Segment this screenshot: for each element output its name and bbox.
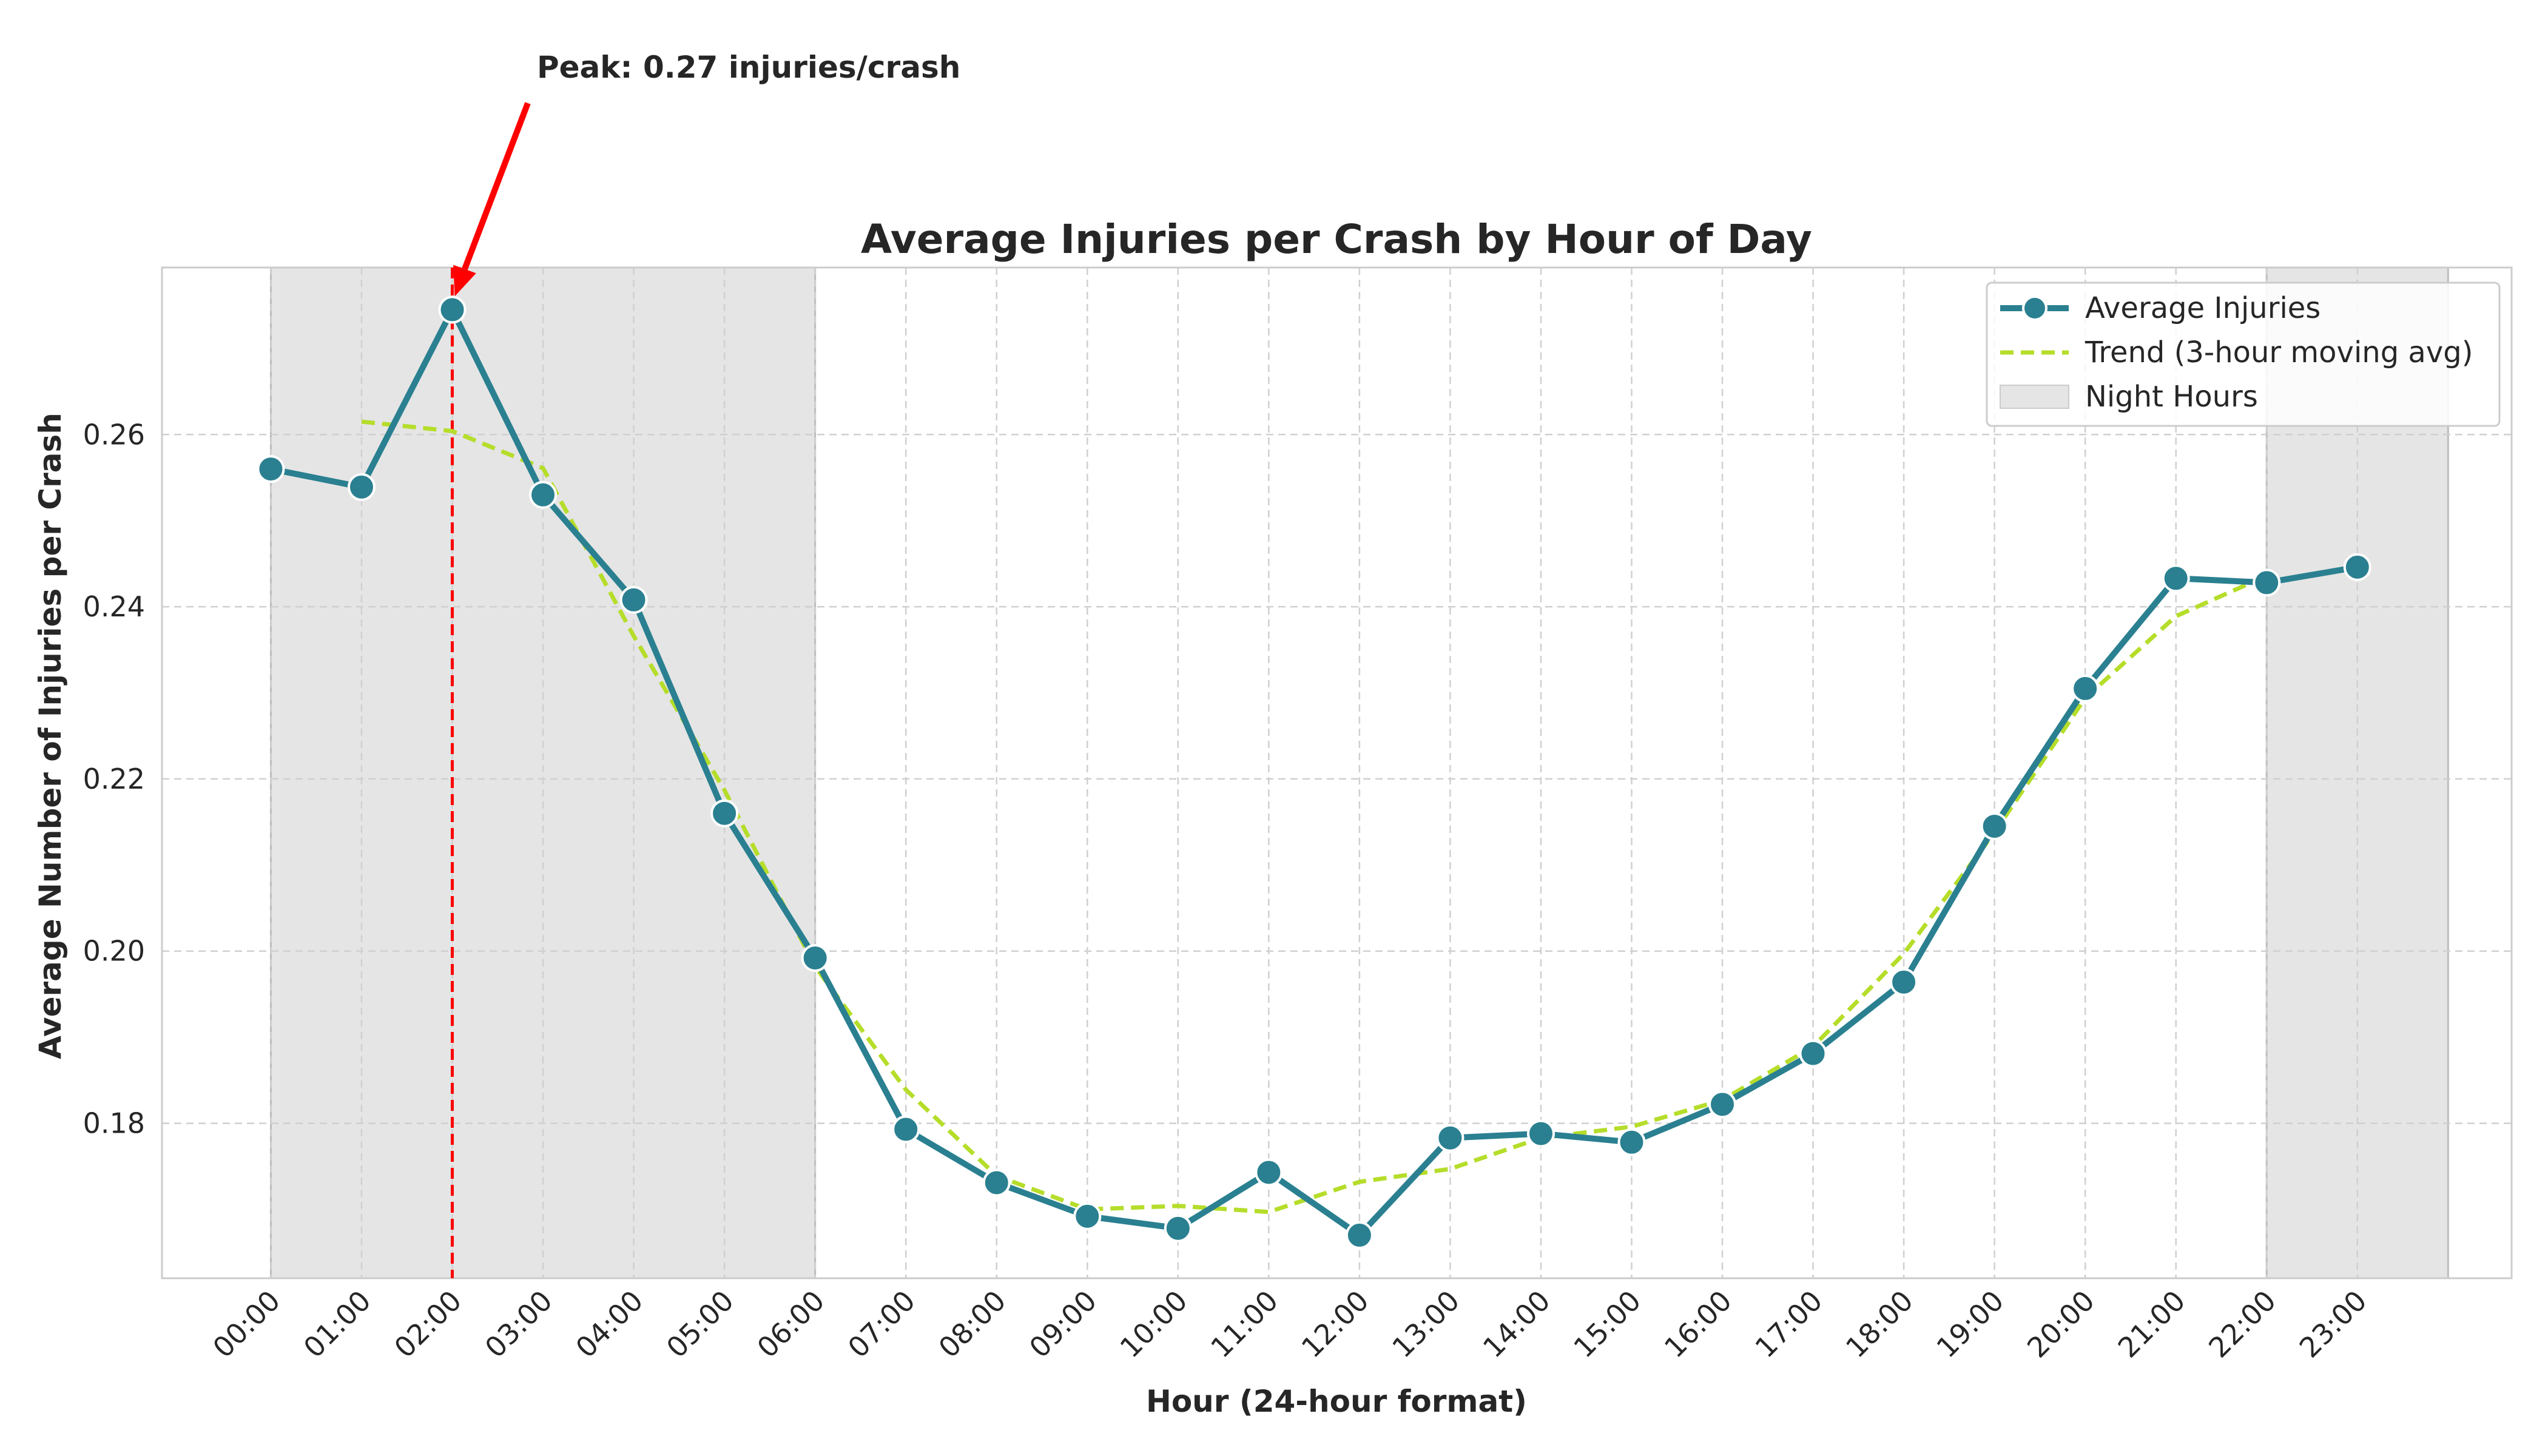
peak-arrow-head — [453, 265, 476, 297]
legend-trend-label: Trend (3-hour moving avg) — [2085, 335, 2473, 369]
data-point — [1708, 1090, 1737, 1119]
legend-average-swatch-marker — [2022, 295, 2048, 321]
x-tick-label: 18:00 — [1839, 1284, 1919, 1364]
x-tick-label: 14:00 — [1477, 1284, 1557, 1364]
chart-title: Average Injuries per Crash by Hour of Da… — [861, 216, 1812, 263]
data-point — [1890, 968, 1918, 996]
data-point — [257, 455, 285, 484]
data-point — [2071, 674, 2100, 703]
grid-lines — [162, 268, 2512, 1278]
x-tick-label: 12:00 — [1295, 1284, 1375, 1364]
data-point — [710, 799, 739, 827]
x-tick-label: 11:00 — [1204, 1284, 1284, 1364]
data-point — [1436, 1124, 1464, 1152]
x-tick-label: 20:00 — [2021, 1284, 2101, 1364]
peak-annotation-text: Peak: 0.27 injuries/crash — [537, 50, 960, 85]
data-point — [1617, 1128, 1646, 1156]
x-tick-label: 19:00 — [1930, 1284, 2010, 1364]
x-axis-label: Hour (24-hour format) — [1146, 1384, 1527, 1419]
x-tick-label: 02:00 — [388, 1284, 468, 1364]
x-tick-label: 08:00 — [932, 1284, 1013, 1364]
x-tick-label: 15:00 — [1567, 1284, 1647, 1364]
data-point — [1799, 1039, 1827, 1068]
x-tick-label: 09:00 — [1023, 1284, 1103, 1364]
y-tick-label: 0.20 — [83, 935, 145, 968]
x-tick-label: 16:00 — [1658, 1284, 1738, 1364]
y-tick-label: 0.22 — [83, 763, 145, 795]
average-injuries-line — [270, 306, 2358, 1239]
data-point — [1345, 1221, 1373, 1250]
legend-average-label: Average Injuries — [2085, 291, 2320, 325]
y-tick-label: 0.24 — [83, 590, 145, 623]
y-tick-label: 0.26 — [83, 418, 145, 451]
plot-frame — [161, 266, 2513, 1279]
y-axis-label: Average Number of Injuries per Crash — [33, 413, 68, 1059]
x-tick-label: 07:00 — [841, 1284, 922, 1364]
data-point — [438, 295, 467, 324]
data-point — [892, 1115, 920, 1144]
x-tick-label: 10:00 — [1114, 1284, 1194, 1364]
data-point — [1164, 1214, 1192, 1242]
data-point — [347, 473, 376, 501]
x-tick-label: 03:00 — [479, 1284, 559, 1364]
data-point — [982, 1168, 1011, 1197]
data-point — [619, 585, 648, 614]
x-tick-label: 04:00 — [569, 1284, 649, 1364]
data-point — [529, 480, 558, 509]
data-point — [2162, 564, 2190, 593]
x-tick-label: 06:00 — [751, 1284, 831, 1364]
x-axis-ticks: 00:00 01:00 02:00 03:00 04:00 05:00 06:00 07:00… — [206, 1284, 2373, 1364]
data-point — [2343, 553, 2371, 581]
x-tick-label: 13:00 — [1386, 1284, 1466, 1364]
data-point — [1255, 1158, 1283, 1187]
x-tick-label: 05:00 — [660, 1284, 740, 1364]
data-point — [2253, 568, 2281, 597]
x-tick-label: 22:00 — [2202, 1284, 2282, 1364]
x-tick-label: 17:00 — [1748, 1284, 1828, 1364]
peak-arrow — [462, 102, 531, 271]
x-tick-label: 23:00 — [2293, 1284, 2373, 1364]
legend-box — [1986, 281, 2501, 427]
legend: Average Injuries Trend (3-hour moving av… — [1986, 281, 2501, 427]
data-point — [1526, 1119, 1555, 1148]
average-injuries-points — [257, 295, 2371, 1250]
trend-line — [361, 419, 2268, 1215]
x-tick-label: 21:00 — [2112, 1284, 2192, 1364]
peak-annotation: Peak: 0.27 injuries/crash — [453, 50, 960, 297]
data-point — [1980, 812, 2009, 840]
x-tick-label: 01:00 — [297, 1284, 377, 1364]
legend-night-swatch — [2000, 385, 2069, 409]
y-axis-ticks: 0.18 0.20 0.22 0.24 0.26 — [83, 418, 145, 1139]
data-point — [1073, 1202, 1102, 1230]
x-tick-label: 00:00 — [206, 1284, 286, 1364]
legend-night-label: Night Hours — [2085, 380, 2258, 414]
data-point — [801, 944, 829, 972]
y-tick-label: 0.18 — [83, 1107, 145, 1140]
